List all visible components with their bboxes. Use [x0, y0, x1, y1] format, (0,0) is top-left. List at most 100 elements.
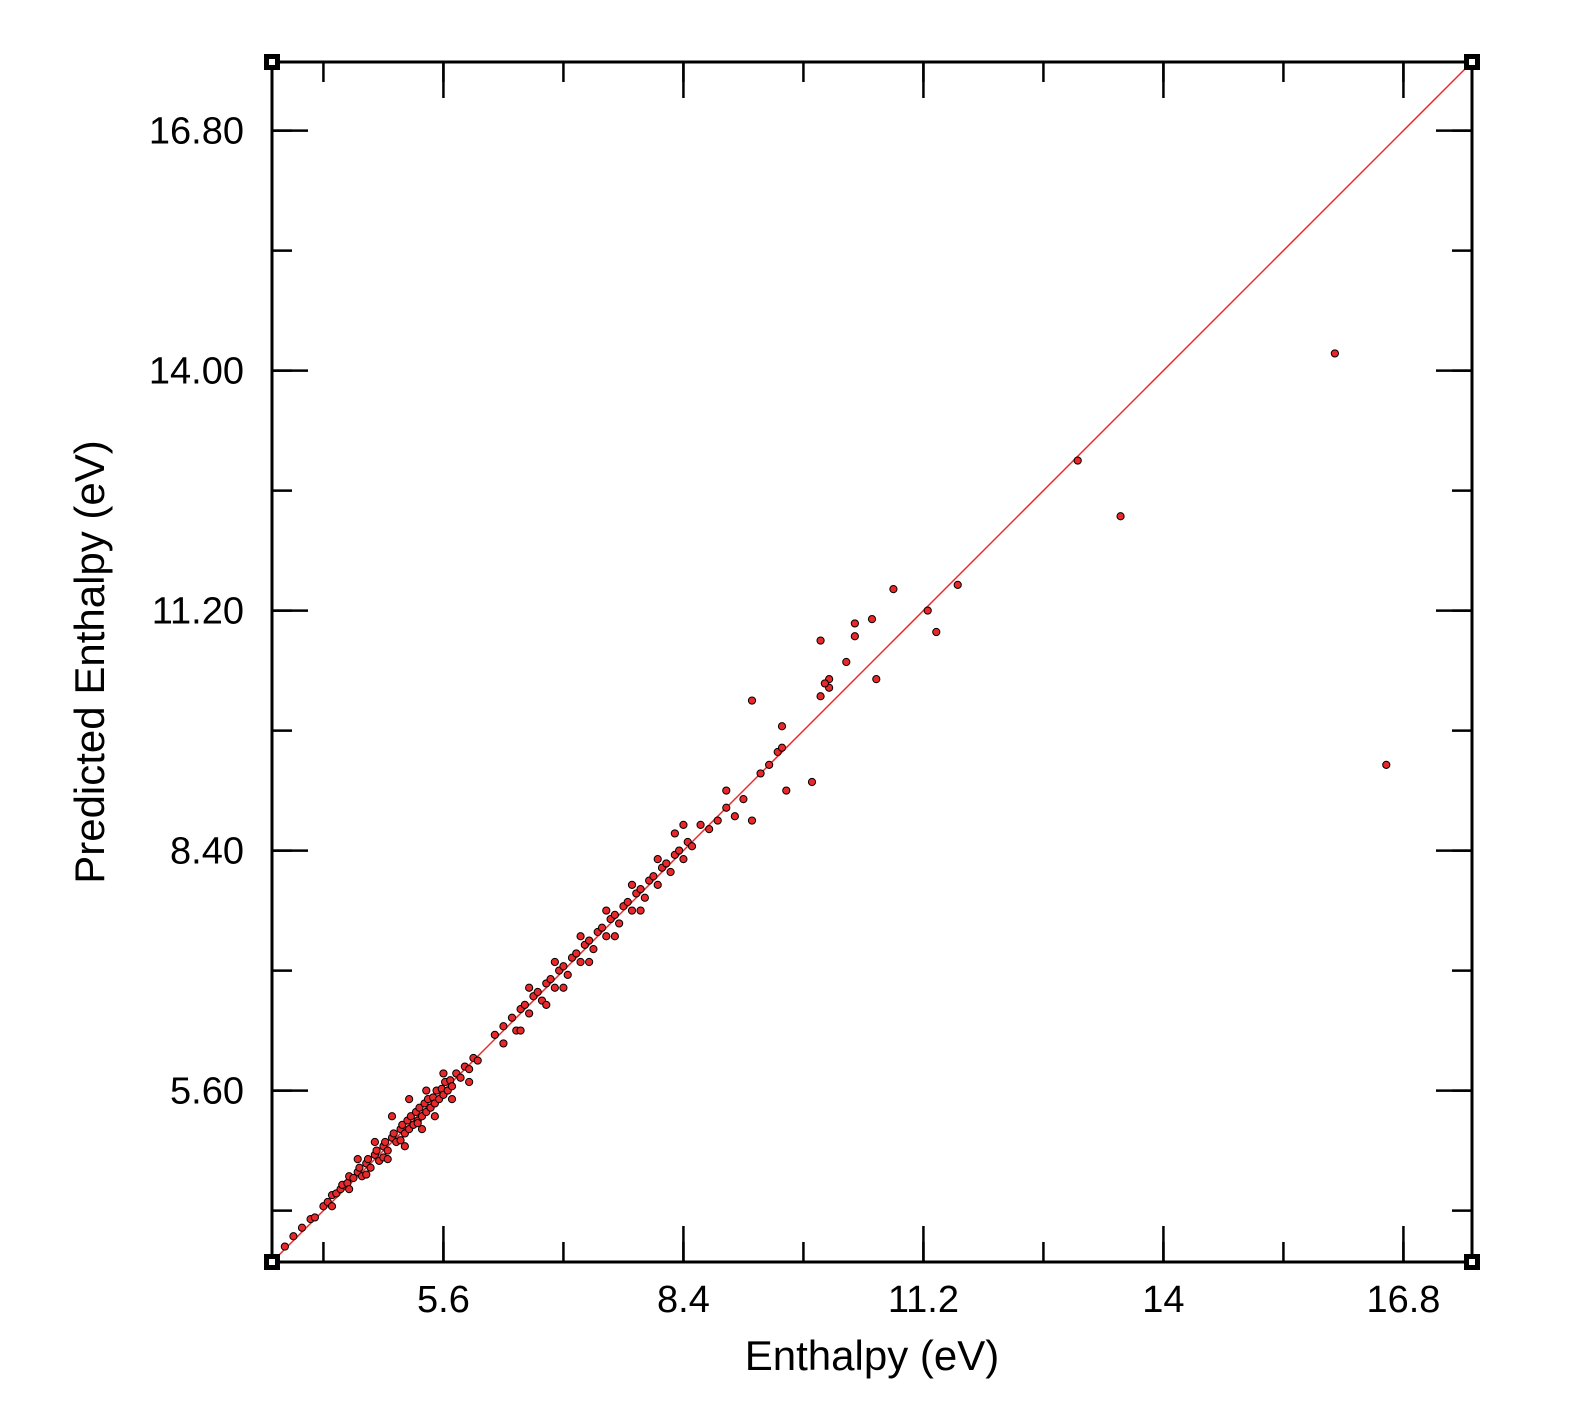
- data-point: [610, 932, 619, 941]
- data-point: [576, 957, 585, 967]
- data-point: [389, 1129, 398, 1138]
- data-point: [447, 1095, 457, 1104]
- data-point: [345, 1185, 354, 1194]
- data-point: [550, 983, 559, 992]
- x-tick-label: 8.4: [657, 1279, 710, 1321]
- data-point: [953, 580, 962, 589]
- data-point: [559, 962, 568, 971]
- data-point: [850, 632, 859, 641]
- data-point: [550, 957, 559, 967]
- data-point: [610, 910, 619, 919]
- data-point: [713, 816, 722, 825]
- data-point: [327, 1202, 337, 1211]
- data-points: [280, 349, 1391, 1251]
- data-point: [602, 932, 611, 941]
- data-point: [542, 1000, 551, 1009]
- data-point: [396, 1136, 405, 1145]
- data-point: [923, 606, 932, 615]
- data-point: [405, 1095, 414, 1104]
- data-point: [280, 1242, 289, 1251]
- data-point: [816, 636, 825, 645]
- data-point: [585, 936, 594, 945]
- data-point: [696, 820, 705, 829]
- plot-border: [270, 60, 1474, 1264]
- data-point: [1382, 760, 1391, 769]
- data-point: [1073, 456, 1082, 465]
- data-point: [383, 1155, 392, 1164]
- axes: 5.6 8.4 11.2 14 16.8 5.60 8.40 11.20 14.00 16.80: [149, 62, 1472, 1321]
- y-axis-label: Predicted Enthalpy (eV): [66, 440, 113, 884]
- data-point: [615, 919, 624, 928]
- x-tick-label: 14: [1142, 1279, 1184, 1321]
- data-point: [816, 692, 825, 701]
- data-point: [413, 1119, 422, 1128]
- plot-frame: [264, 54, 1480, 1270]
- data-point: [662, 859, 671, 868]
- data-point: [872, 675, 881, 684]
- data-point: [372, 1146, 381, 1155]
- data-point: [722, 786, 731, 795]
- data-point: [739, 795, 748, 804]
- data-point: [679, 855, 688, 864]
- data-point: [499, 1022, 508, 1031]
- data-point: [589, 945, 598, 954]
- data-point: [1330, 349, 1339, 358]
- data-point: [387, 1112, 397, 1121]
- x-tick-label: 16.8: [1366, 1279, 1440, 1321]
- data-point: [363, 1155, 373, 1164]
- data-point: [422, 1086, 431, 1095]
- data-point: [349, 1173, 358, 1183]
- data-point: [867, 615, 877, 624]
- data-point: [756, 769, 765, 778]
- data-point: [777, 743, 787, 752]
- data-point: [597, 923, 607, 932]
- data-point: [747, 816, 757, 825]
- data-point: [687, 842, 697, 851]
- data-point: [705, 825, 714, 834]
- data-point: [640, 893, 649, 902]
- data-point: [490, 1030, 499, 1039]
- data-point: [525, 1009, 534, 1018]
- data-point: [507, 1013, 517, 1022]
- data-point: [730, 812, 739, 821]
- data-point: [381, 1137, 390, 1147]
- data-point: [415, 1103, 424, 1112]
- data-point: [546, 975, 555, 984]
- data-point: [627, 906, 637, 915]
- corner-handle-inner: [1469, 59, 1475, 65]
- data-point: [850, 619, 859, 628]
- data-point: [520, 1000, 529, 1009]
- data-point: [585, 957, 594, 967]
- y-tick-label: 14.00: [149, 351, 244, 393]
- y-tick-label: 16.80: [149, 111, 244, 153]
- y-tick-label: 8.40: [170, 831, 244, 873]
- data-point: [353, 1155, 362, 1164]
- data-point: [447, 1082, 457, 1091]
- data-point: [636, 906, 645, 915]
- data-point: [297, 1223, 307, 1232]
- data-point: [473, 1056, 482, 1065]
- data-point: [675, 846, 684, 855]
- data-point: [1116, 512, 1125, 521]
- x-tick-label: 11.2: [888, 1279, 959, 1321]
- y-tick-label: 11.20: [152, 591, 244, 633]
- data-point: [627, 880, 637, 889]
- data-point: [525, 983, 534, 992]
- data-point: [602, 906, 611, 915]
- x-tick-label: 5.6: [417, 1279, 470, 1321]
- data-point: [559, 983, 568, 992]
- data-point: [439, 1069, 448, 1078]
- data-point: [747, 696, 757, 705]
- data-point: [649, 872, 658, 881]
- data-point: [417, 1125, 427, 1134]
- reference-line-group: [271, 61, 1473, 1263]
- data-point: [362, 1170, 371, 1179]
- data-point: [310, 1213, 319, 1222]
- data-point: [842, 657, 851, 667]
- data-point: [430, 1112, 439, 1121]
- data-point: [636, 885, 645, 894]
- data-point: [289, 1232, 298, 1241]
- data-point: [623, 897, 632, 907]
- data-point: [465, 1077, 474, 1087]
